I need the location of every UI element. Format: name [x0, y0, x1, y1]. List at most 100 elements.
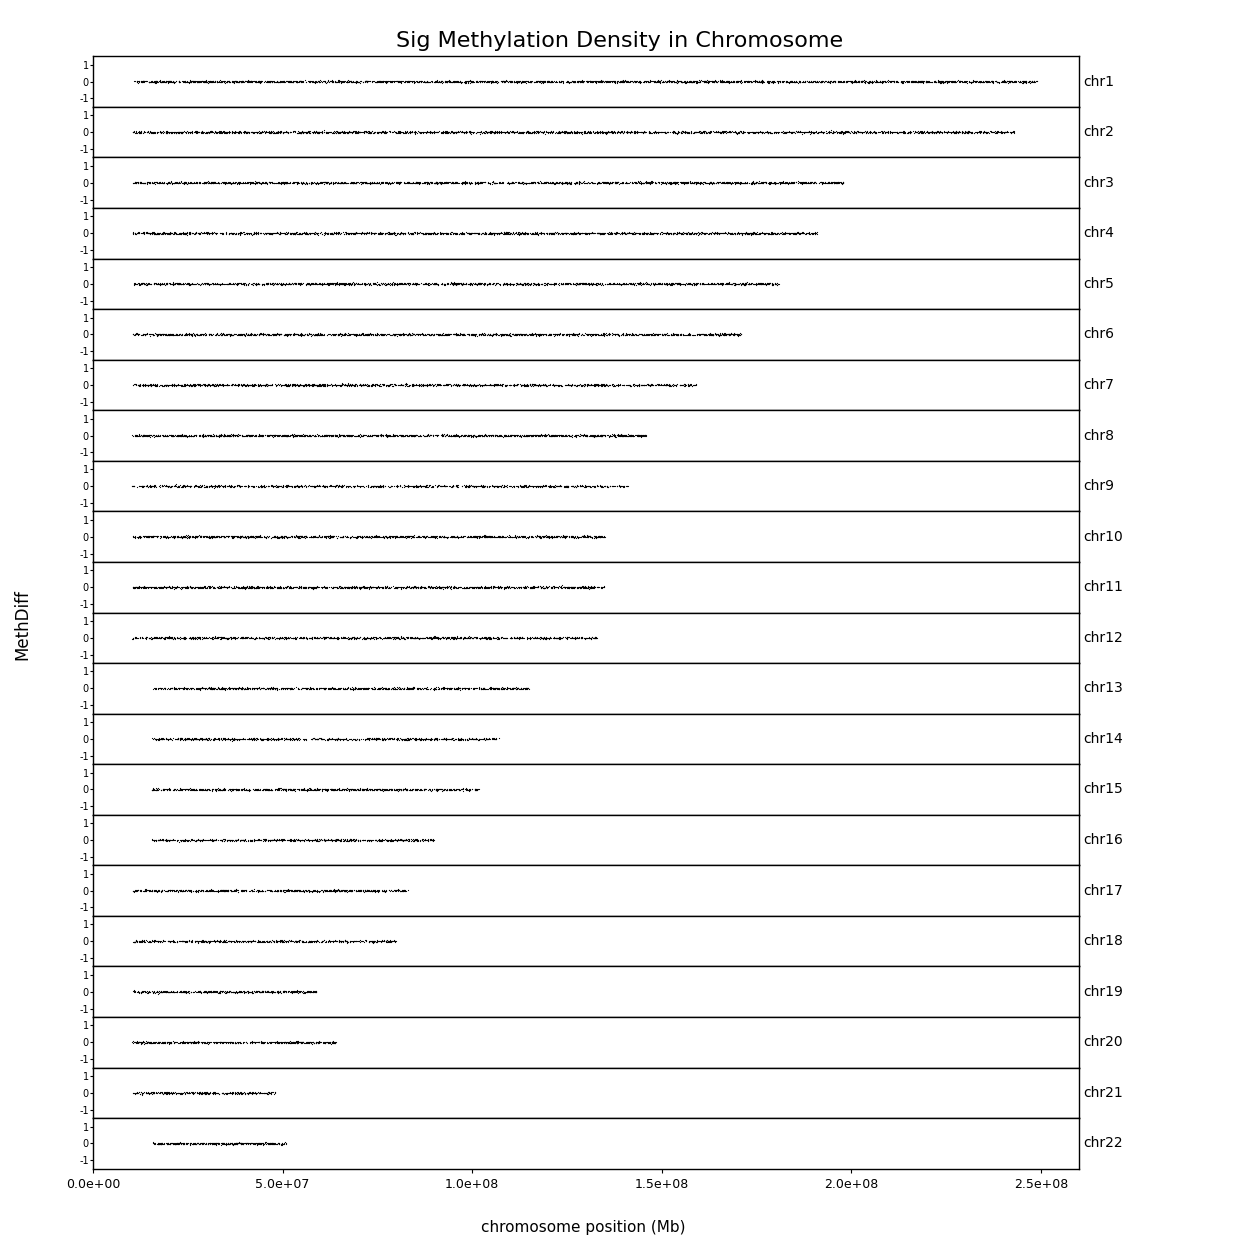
Point: [165, 274, 185, 294]
Point: [465, 780, 485, 800]
Point: [433, 578, 453, 598]
Point: [563, 628, 583, 648]
Point: [177, 931, 197, 951]
Point: [216, 628, 236, 648]
Point: [383, 376, 403, 396]
Point: [384, 628, 404, 648]
Point: [383, 222, 403, 243]
Point: [274, 1134, 294, 1154]
Point: [224, 578, 244, 598]
Point: [382, 173, 402, 192]
Point: [859, 72, 879, 92]
Point: [324, 526, 343, 546]
Point: [526, 628, 546, 648]
Point: [525, 173, 544, 192]
Point: [175, 629, 195, 649]
Point: [213, 1084, 233, 1104]
Point: [714, 324, 734, 344]
Point: [372, 780, 392, 800]
Point: [388, 626, 408, 646]
Point: [808, 71, 828, 91]
Point: [243, 325, 263, 345]
Point: [413, 122, 433, 142]
Point: [334, 526, 353, 546]
Point: [386, 375, 405, 395]
Point: [216, 173, 236, 192]
Point: [374, 528, 394, 548]
Point: [312, 374, 332, 394]
Point: [547, 375, 567, 395]
Point: [274, 325, 294, 345]
Point: [316, 173, 336, 192]
Point: [351, 880, 371, 900]
Point: [461, 324, 481, 344]
Point: [309, 628, 329, 648]
Point: [237, 678, 257, 698]
Point: [717, 121, 737, 141]
Point: [376, 780, 396, 800]
Point: [666, 324, 686, 344]
Point: [505, 72, 525, 92]
Point: [911, 71, 931, 91]
Point: [559, 425, 579, 445]
Point: [197, 274, 217, 294]
Point: [207, 1032, 227, 1052]
Point: [381, 526, 401, 546]
Point: [438, 122, 458, 142]
Point: [516, 576, 536, 596]
Point: [346, 576, 366, 596]
Point: [203, 1132, 223, 1152]
Point: [215, 173, 234, 192]
Point: [270, 324, 290, 344]
Point: [415, 478, 435, 498]
Point: [531, 629, 551, 649]
Point: [812, 174, 832, 194]
Point: [377, 931, 397, 951]
Point: [973, 71, 993, 91]
Point: [433, 578, 453, 598]
Point: [201, 981, 221, 1001]
Point: [314, 830, 334, 850]
Point: [306, 931, 326, 951]
Point: [952, 122, 972, 142]
Point: [671, 375, 691, 395]
Point: [842, 71, 862, 91]
Point: [604, 274, 624, 294]
Point: [171, 224, 191, 244]
Point: [181, 71, 201, 91]
Point: [589, 222, 609, 243]
Point: [522, 374, 542, 394]
Point: [491, 173, 511, 192]
Point: [288, 679, 308, 699]
Point: [842, 72, 862, 92]
Point: [206, 425, 226, 445]
Point: [236, 173, 255, 192]
Point: [520, 475, 539, 495]
Point: [689, 272, 709, 292]
Point: [565, 222, 585, 243]
Point: [434, 780, 454, 800]
Point: [444, 475, 464, 495]
Point: [998, 122, 1018, 142]
Point: [713, 122, 733, 142]
Point: [224, 729, 244, 749]
Point: [365, 171, 384, 191]
Point: [175, 730, 195, 750]
Point: [570, 578, 590, 598]
Point: [396, 628, 415, 648]
Point: [476, 628, 496, 648]
Point: [587, 526, 606, 546]
Point: [223, 224, 243, 244]
Point: [310, 779, 330, 799]
Point: [257, 274, 277, 294]
Point: [227, 880, 247, 900]
Point: [646, 274, 666, 294]
Point: [192, 679, 212, 699]
Point: [693, 274, 713, 294]
Point: [366, 476, 386, 496]
Point: [165, 274, 185, 294]
Point: [384, 780, 404, 800]
Point: [222, 1031, 242, 1051]
Point: [187, 375, 207, 395]
Point: [658, 71, 678, 91]
